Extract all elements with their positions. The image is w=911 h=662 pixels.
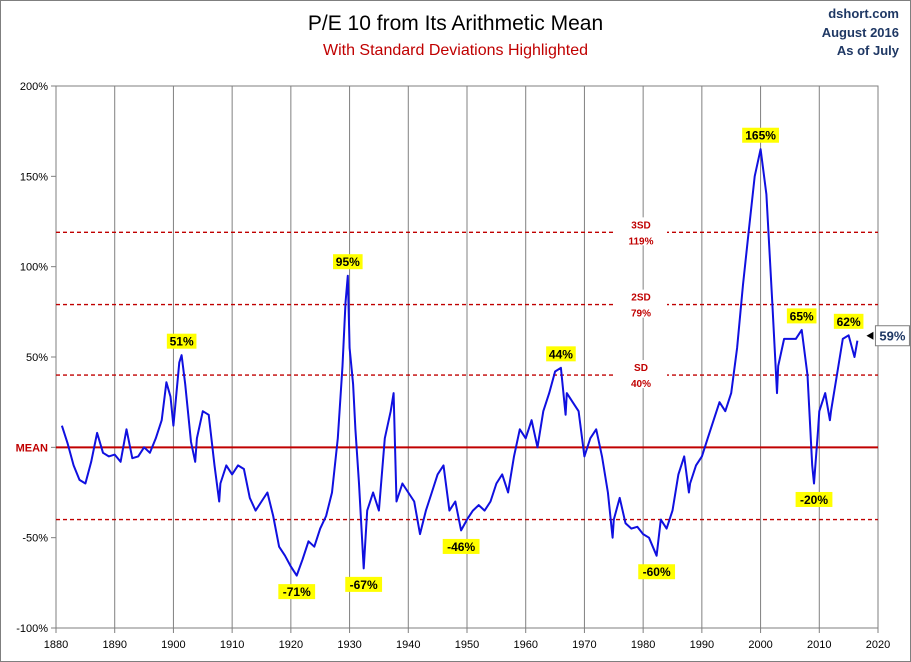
x-tick-label: 1910 [220, 639, 244, 651]
annotation-box [442, 538, 480, 554]
sd-label-bg [615, 217, 667, 246]
chart-title: P/E 10 from Its Arithmetic Mean [307, 12, 604, 35]
as-of-label: As of July [836, 43, 899, 58]
annotation-label: 165% [745, 129, 776, 143]
sd-label-top: 2SD [631, 293, 650, 304]
annotation-label: -20% [800, 493, 828, 507]
current-value-arrow [866, 331, 874, 340]
x-tick-label: 1960 [513, 639, 537, 651]
annotation-label: 65% [790, 309, 814, 323]
annotation-box [638, 564, 676, 580]
x-tick-label: 1900 [161, 639, 185, 651]
annotation-box [833, 313, 864, 329]
y-tick-label: 50% [26, 352, 48, 364]
sd-label-top: 3SD [631, 220, 650, 231]
x-tick-label: 1950 [455, 639, 479, 651]
x-tick-label: 1990 [690, 639, 714, 651]
annotation-label: 62% [837, 315, 861, 329]
sd-label-value: 40% [631, 379, 651, 390]
x-tick-label: 1930 [337, 639, 361, 651]
current-value-label: 59% [879, 329, 905, 344]
series-line [60, 148, 859, 577]
annotation-box [786, 308, 817, 324]
annotation-label: 95% [336, 255, 360, 269]
annotation-box [166, 333, 197, 349]
x-tick-label: 1920 [279, 639, 303, 651]
annotation-label: -46% [447, 540, 475, 554]
annotation-box [546, 346, 576, 362]
y-tick-label: -50% [22, 533, 48, 545]
y-tick-label: -100% [16, 623, 48, 635]
annotation-label: -67% [350, 578, 378, 592]
sd-label-top: SD [634, 363, 648, 374]
annotation-box [333, 254, 363, 270]
x-tick-label: 1970 [572, 639, 596, 651]
annotation-label: -60% [643, 565, 671, 579]
x-tick-label: 2020 [866, 639, 890, 651]
mean-label: MEAN [16, 442, 48, 454]
annotation-box [278, 584, 316, 600]
sd-label-value: 119% [628, 236, 653, 247]
x-tick-label: 1980 [631, 639, 655, 651]
chart-subtitle: With Standard Deviations Highlighted [322, 42, 589, 59]
source-label: dshort.com [828, 6, 899, 21]
sd-label-value: 79% [631, 309, 651, 320]
y-tick-label: 100% [20, 262, 48, 274]
sd-label-bg [615, 360, 667, 389]
date-label: August 2016 [821, 25, 899, 40]
annotation-label: -71% [283, 585, 311, 599]
annotation-label: 44% [549, 347, 573, 361]
annotation-label: 51% [170, 335, 194, 349]
annotation-box [795, 491, 833, 507]
x-tick-label: 2000 [748, 639, 772, 651]
x-tick-label: 1940 [396, 639, 420, 651]
annotation-box [742, 127, 779, 143]
sd-label-bg [615, 289, 667, 318]
x-tick-label: 1880 [44, 639, 68, 651]
current-value-box [874, 325, 910, 347]
annotation-box [345, 576, 383, 592]
y-tick-label: 200% [20, 81, 48, 93]
y-tick-label: 150% [20, 171, 48, 183]
x-tick-label: 2010 [807, 639, 831, 651]
x-tick-label: 1890 [102, 639, 126, 651]
